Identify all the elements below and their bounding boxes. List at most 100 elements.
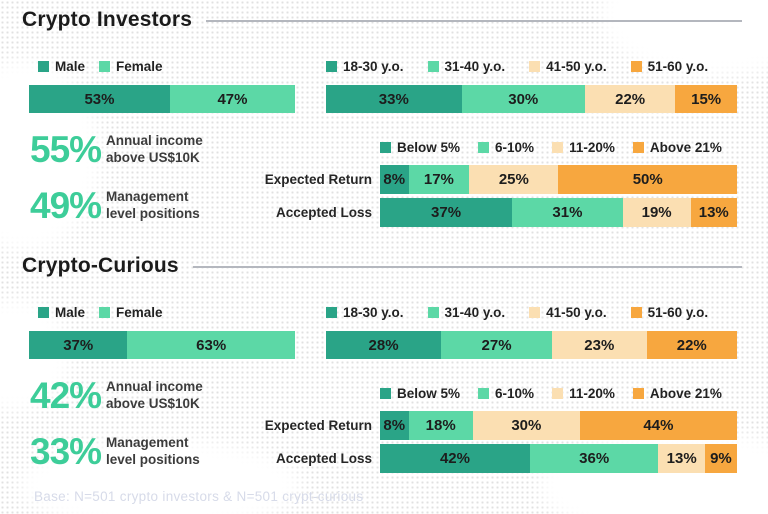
legend-item-label: Female <box>116 58 163 74</box>
risk-row-label: Expected Return <box>264 418 372 433</box>
bar-segment: 37% <box>29 331 128 359</box>
legend-item: Female <box>99 305 163 320</box>
legend-item-label: Male <box>55 58 86 74</box>
bar-segment: 31% <box>512 198 623 227</box>
legend-swatch <box>38 306 49 318</box>
legend-swatch <box>427 306 439 318</box>
stat-value: 49% <box>30 185 102 226</box>
section-title-row: Crypto Investors <box>22 8 742 32</box>
legend-item: 11-20% <box>552 386 615 401</box>
legend-swatch <box>380 141 391 153</box>
legend-swatch <box>380 387 391 399</box>
age-legend: 18-30 y.o. 31-40 y.o. 41-50 y.o. 51-60 y.o. <box>326 304 709 320</box>
legend-item-label: 18-30 y.o. <box>343 304 404 320</box>
legend-item: 51-60 y.o. <box>630 58 709 74</box>
bar-segment: 25% <box>469 165 559 194</box>
legend-item: 11-20% <box>552 140 615 155</box>
legend-swatch <box>552 387 564 399</box>
risk-row-expected-return: Expected Return 8% 18% 30% 44% <box>236 411 737 440</box>
stat-value: 33% <box>30 431 102 472</box>
bar-segment: 22% <box>646 331 737 359</box>
legend-item: Female <box>99 59 163 74</box>
legend-item: 31-40 y.o. <box>427 304 506 320</box>
legend-item-label: Female <box>116 304 163 320</box>
legend-swatch <box>529 60 541 72</box>
stat-management: 33% Management level positions <box>30 433 200 470</box>
legend-item: 18-30 y.o. <box>326 59 404 74</box>
stat-label: Management level positions <box>106 434 200 467</box>
legend-item: 18-30 y.o. <box>326 305 404 320</box>
risk-row-label: Accepted Loss <box>275 451 372 466</box>
legend-item-label: 51-60 y.o. <box>647 304 709 320</box>
risk-row-expected-return: Expected Return 8% 17% 25% 50% <box>236 165 737 194</box>
legend-item-label: Male <box>55 304 86 320</box>
risk-row-accepted-loss: Accepted Loss 42% 36% 13% 9% <box>236 444 737 473</box>
legend-item-label: 31-40 y.o. <box>444 304 506 320</box>
legend-swatch <box>427 60 439 72</box>
stat-income: 55% Annual income above US$10K <box>30 131 203 168</box>
divider-line <box>206 20 742 22</box>
legend-swatch <box>326 60 337 72</box>
accepted-loss-bar: 42% 36% 13% 9% <box>380 444 737 473</box>
gender-bar: 53% 47% <box>29 85 295 113</box>
legend-swatch <box>632 141 644 153</box>
base-note: Base: N=501 crypto investors & N=501 cry… <box>34 489 364 504</box>
bar-segment: 8% <box>380 165 409 194</box>
bar-segment: 8% <box>380 411 409 440</box>
bar-segment: 28% <box>326 331 442 359</box>
bar-segment: 30% <box>472 411 580 440</box>
legend-item: 6-10% <box>478 140 534 155</box>
legend-swatch <box>632 387 644 399</box>
legend-item-label: Above 21% <box>649 385 722 401</box>
stat-value: 55% <box>30 129 102 170</box>
stat-label: Management level positions <box>106 188 200 221</box>
bar-segment: 33% <box>326 85 462 113</box>
bar-segment: 37% <box>380 198 513 227</box>
bar-segment: 19% <box>622 198 691 227</box>
risk-row-label: Expected Return <box>264 172 372 187</box>
legend-item: Below 5% <box>380 386 460 401</box>
section-title: Crypto-Curious <box>22 254 179 277</box>
bar-segment: 30% <box>461 85 585 113</box>
bar-segment: 63% <box>127 331 295 359</box>
divider-line <box>192 266 742 268</box>
legend-item-label: 31-40 y.o. <box>444 58 506 74</box>
legend-item-label: 6-10% <box>495 139 535 155</box>
gender-bar: 37% 63% <box>29 331 295 359</box>
expected-return-bar: 8% 17% 25% 50% <box>380 165 737 194</box>
bar-segment: 47% <box>169 85 295 113</box>
legend-item-label: 11-20% <box>569 385 615 401</box>
legend-swatch <box>630 306 642 318</box>
legend-swatch <box>478 387 490 399</box>
bar-segment: 9% <box>704 444 737 473</box>
stat-income: 42% Annual income above US$10K <box>30 377 203 414</box>
stat-value: 42% <box>30 375 102 416</box>
section-title: Crypto Investors <box>22 8 193 31</box>
legend-item-label: 51-60 y.o. <box>647 58 709 74</box>
legend-item: Above 21% <box>632 385 722 401</box>
bar-segment: 15% <box>675 85 737 113</box>
risk-row-accepted-loss: Accepted Loss 37% 31% 19% 13% <box>236 198 737 227</box>
stat-label: Annual income above US$10K <box>106 378 203 411</box>
risk-legend: Below 5% 6-10% 11-20% Above 21% <box>380 385 722 401</box>
section-crypto-curious: Crypto-Curious Male Female 37% 63% 18-30 y.o.… <box>0 246 768 492</box>
bar-segment: 23% <box>552 331 647 359</box>
age-legend: 18-30 y.o. 31-40 y.o. 41-50 y.o. 51-60 y.o. <box>326 58 709 74</box>
legend-item-label: 41-50 y.o. <box>546 58 607 74</box>
legend-swatch <box>38 60 49 72</box>
legend-item: 41-50 y.o. <box>529 305 607 320</box>
legend-item-label: Above 21% <box>649 139 722 155</box>
risk-row-label: Accepted Loss <box>275 205 372 220</box>
legend-swatch <box>99 306 111 318</box>
gender-legend: Male Female <box>38 304 163 320</box>
bar-segment: 22% <box>584 85 676 113</box>
legend-swatch <box>478 141 490 153</box>
bar-segment: 42% <box>380 444 530 473</box>
bar-segment: 50% <box>558 165 737 194</box>
bar-segment: 13% <box>658 444 705 473</box>
gender-legend: Male Female <box>38 58 163 74</box>
legend-swatch <box>630 60 642 72</box>
stat-label: Annual income above US$10K <box>106 132 203 165</box>
bar-segment: 13% <box>690 198 737 227</box>
